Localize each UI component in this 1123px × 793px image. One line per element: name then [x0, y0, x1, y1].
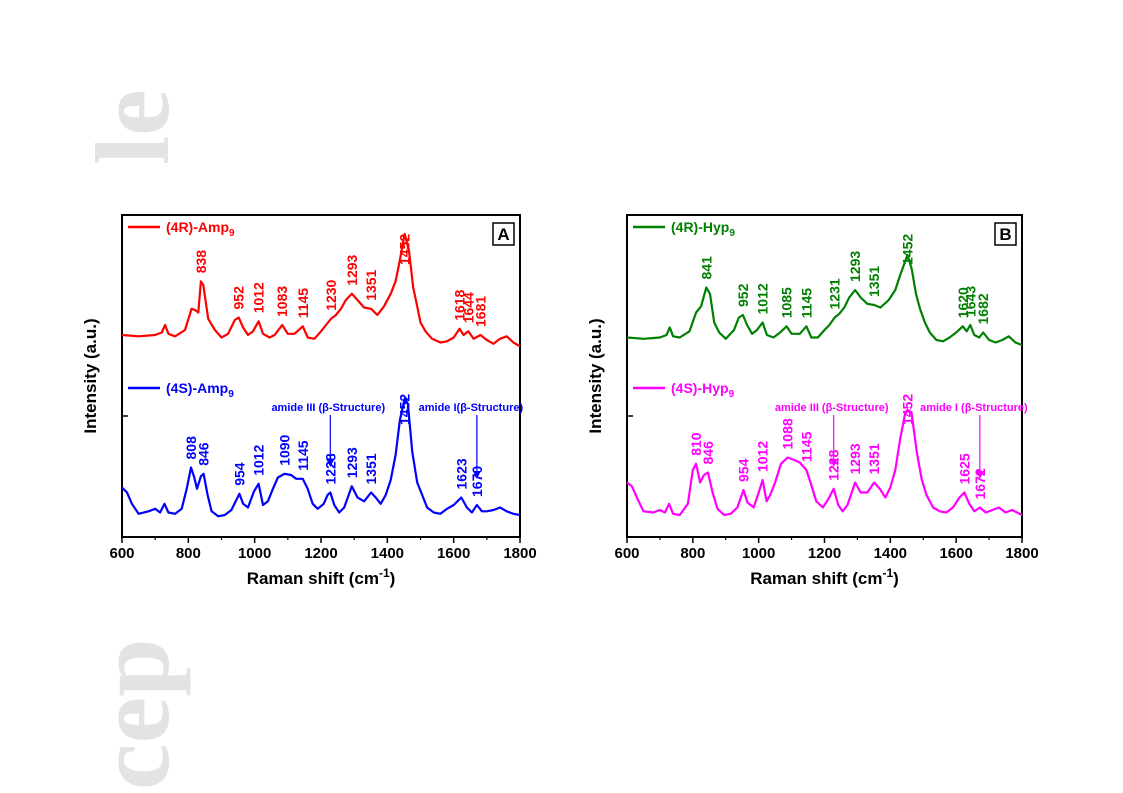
p1-annotation-1: amide I (β-Structure) [920, 402, 1028, 414]
p0-peak-label-top-838: 838 [193, 250, 209, 274]
p1-peak-label-bottom-1145: 1145 [798, 431, 814, 462]
p1-peak-label-bottom-1351: 1351 [866, 443, 882, 474]
p1-peak-label-top-1231: 1231 [827, 278, 843, 309]
p1-x-axis-title: Raman shift (cm-1) [750, 566, 899, 588]
p0-peak-label-bottom-846: 846 [196, 442, 212, 466]
p0-peak-label-bottom-954: 954 [231, 462, 247, 486]
p1-x-tick-label-800: 800 [680, 545, 705, 562]
p1-peak-label-bottom-1452: 1452 [900, 394, 916, 425]
p0-legend-label-top: (4R)-Amp9 [166, 219, 235, 239]
p0-x-tick-label-1800: 1800 [503, 545, 536, 562]
p1-x-tick-label-600: 600 [614, 545, 639, 562]
watermark-top: le [74, 89, 191, 165]
p0-legend-label-bottom: (4S)-Amp9 [166, 380, 234, 400]
p0-annotation-1: amide I(β-Structure) [419, 402, 524, 414]
p1-peak-label-top-841: 841 [698, 256, 714, 280]
p0-peak-label-bottom-1012: 1012 [251, 444, 267, 475]
p1-peak-label-top-1351: 1351 [866, 266, 882, 297]
p0-series-line-top [121, 232, 521, 348]
p0-peak-label-top-1618: 1618 [452, 289, 468, 320]
p1-peak-label-top-1620: 1620 [955, 287, 971, 318]
p0-x-tick-label-1400: 1400 [371, 545, 404, 562]
p1-peak-label-bottom-1293: 1293 [847, 443, 863, 474]
panel-a: 600 800 1000 1200 1400 1600 1800 Raman shift (c… [81, 214, 537, 588]
p0-peak-label-bottom-1670: 1670 [469, 466, 485, 497]
p1-peak-label-top-1293: 1293 [847, 251, 863, 282]
p1-peak-label-bottom-1088: 1088 [780, 418, 796, 449]
p1-peak-label-top-1643: 1643 [962, 286, 978, 317]
p0-x-tick-label-800: 800 [176, 545, 201, 562]
p0-peak-label-bottom-808: 808 [183, 436, 199, 460]
p1-peak-label-bottom-1012: 1012 [755, 441, 771, 472]
p1-x-tick-label-1000: 1000 [742, 545, 775, 562]
watermark-bottom: cep [74, 638, 191, 790]
p1-peak-label-bottom-846: 846 [700, 441, 716, 465]
p0-x-tick-label-1600: 1600 [437, 545, 470, 562]
p0-peak-label-top-1012: 1012 [251, 282, 267, 313]
p0-panel-letter: A [497, 225, 509, 244]
p0-peak-label-bottom-1351: 1351 [363, 453, 379, 484]
p0-peak-label-top-1145: 1145 [295, 288, 311, 319]
p0-peak-label-top-1083: 1083 [274, 286, 290, 317]
p0-panel-letter-box [492, 222, 515, 246]
p0-peak-label-top-1452: 1452 [397, 234, 413, 265]
p0-peak-label-bottom-1145: 1145 [295, 440, 311, 471]
p0-x-tick-label-1000: 1000 [238, 545, 271, 562]
p0-peak-label-bottom-1452: 1452 [397, 394, 413, 425]
p0-peak-label-top-1644: 1644 [460, 292, 476, 323]
p0-annotation-arrow-head-0 [326, 459, 335, 467]
p1-x-tick-label-1600: 1600 [939, 545, 972, 562]
p1-peak-label-top-952: 952 [735, 283, 751, 307]
p0-peak-label-bottom-1090: 1090 [277, 434, 293, 465]
p1-legend-label-bottom: (4S)-Hyp9 [671, 380, 735, 400]
p0-peak-label-bottom-1228: 1228 [322, 453, 338, 484]
p0-peak-label-top-1681: 1681 [473, 296, 489, 327]
p1-x-tick-label-1200: 1200 [808, 545, 841, 562]
p1-peak-label-bottom-1672: 1672 [972, 468, 988, 499]
p1-peak-label-top-1682: 1682 [975, 293, 991, 324]
p0-peak-label-bottom-1293: 1293 [344, 447, 360, 478]
p0-x-axis-title: Raman shift (cm-1) [247, 566, 396, 588]
p1-annotation-0: amide III (β-Structure) [775, 402, 889, 414]
p0-annotation-0: amide III (β-Structure) [271, 402, 385, 414]
p1-peak-label-top-1145: 1145 [798, 288, 814, 319]
p0-x-tick-label-1200: 1200 [304, 545, 337, 562]
p0-peak-label-bottom-1623: 1623 [453, 458, 469, 489]
p1-annotation-arrow-head-1 [975, 471, 984, 479]
p0-annotation-arrow-head-1 [472, 471, 481, 479]
p1-series-line-top [626, 253, 1023, 347]
p0-peak-label-top-1230: 1230 [323, 279, 339, 310]
p1-panel-letter-box [994, 222, 1017, 246]
p1-x-tick-label-1400: 1400 [874, 545, 907, 562]
p1-peak-label-bottom-954: 954 [736, 458, 752, 482]
p0-series-line-bottom [121, 397, 521, 518]
p0-y-axis-title: Intensity (a.u.) [81, 318, 100, 433]
p1-panel-letter: B [999, 225, 1011, 244]
p1-y-axis-title: Intensity (a.u.) [586, 318, 605, 433]
p1-series-line-bottom [626, 408, 1023, 517]
p0-peak-label-top-1351: 1351 [363, 269, 379, 300]
panel-b: 600 800 1000 1200 1400 1600 1800 Raman shift (c… [586, 214, 1039, 588]
p1-annotation-arrow-head-0 [829, 459, 838, 467]
p1-peak-label-top-1452: 1452 [900, 234, 916, 265]
p1-x-tick-label-1800: 1800 [1005, 545, 1038, 562]
p1-peak-label-top-1085: 1085 [779, 287, 795, 318]
p1-legend-label-top: (4R)-Hyp9 [671, 219, 735, 239]
p0-peak-label-top-952: 952 [231, 286, 247, 310]
p1-plot-frame [626, 214, 1023, 538]
p1-peak-label-bottom-1625: 1625 [956, 453, 972, 484]
p0-peak-label-top-1293: 1293 [344, 254, 360, 285]
p0-x-tick-label-600: 600 [109, 545, 134, 562]
p1-peak-label-bottom-810: 810 [688, 432, 704, 456]
p1-peak-label-top-1012: 1012 [755, 283, 771, 314]
